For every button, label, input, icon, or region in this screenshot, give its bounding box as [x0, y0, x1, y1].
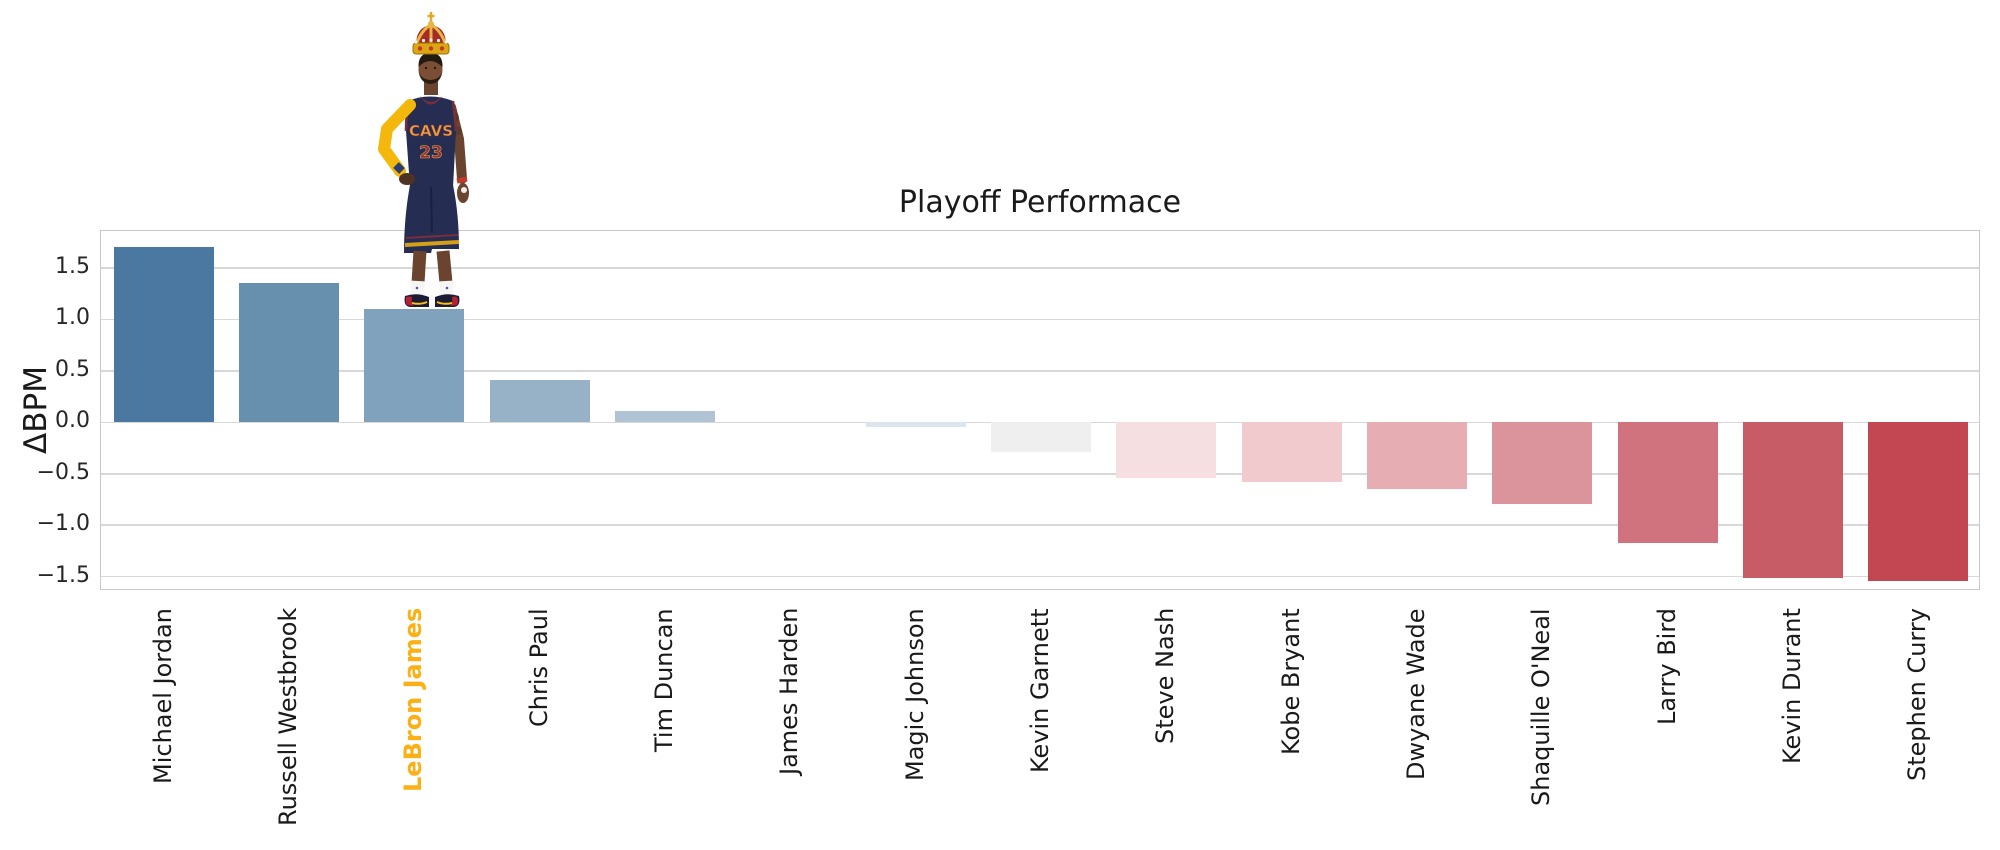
- gridline--0.5: [101, 472, 1979, 475]
- xtick-label-stephen-curry: Stephen Curry: [1903, 608, 1932, 781]
- gridline--1: [101, 524, 1979, 526]
- xtick-label-kobe-bryant: Kobe Bryant: [1276, 608, 1305, 755]
- ytick-label-1.5: 1.5: [55, 254, 90, 280]
- figure-sleeve-arm: [378, 99, 416, 185]
- xtick-label-michael-jordan: Michael Jordan: [148, 608, 177, 784]
- xtick-label-james-harden: James Harden: [775, 607, 804, 775]
- bar-lebron-james: [364, 309, 465, 423]
- bar-magic-johnson: [865, 422, 966, 428]
- bar-stephen-curry: [1868, 422, 1969, 581]
- chart-title: Playoff Performace: [898, 185, 1182, 220]
- gridline-1: [101, 318, 1979, 321]
- jersey-number: 23: [419, 143, 443, 163]
- figure-jersey: CAVS 23: [404, 96, 458, 187]
- ytick-label-1: 1.0: [55, 305, 90, 331]
- xtick-label-tim-duncan: Tim Duncan: [650, 608, 678, 752]
- bar-kobe-bryant: [1241, 422, 1342, 482]
- bar-kevin-durant: [1743, 422, 1843, 578]
- figure-legs: [410, 250, 454, 299]
- lebron-crowned-figure: CAVS 23: [378, 12, 469, 307]
- ytick-label--0.5: −0.5: [36, 459, 90, 485]
- xtick-label-magic-johnson: Magic Johnson: [900, 608, 929, 781]
- bar-steve-nash: [1116, 422, 1217, 478]
- bar-tim-duncan: [615, 411, 715, 423]
- bar-larry-bird: [1617, 422, 1718, 543]
- xtick-label-chris-paul: Chris Paul: [524, 608, 553, 727]
- gridline--1.5: [101, 575, 1979, 578]
- bar-kevin-garnett: [991, 422, 1091, 453]
- figure-head: [418, 53, 443, 95]
- bar-russell-westbrook: [239, 283, 339, 423]
- xtick-label-shaquille-o-neal: Shaquille O'Neal: [1527, 608, 1556, 806]
- figure-right-arm: [446, 102, 469, 203]
- gridline-0.5: [101, 370, 1979, 372]
- crown-icon: [412, 12, 450, 55]
- bar-shaquille-o-neal: [1492, 422, 1593, 504]
- figure-shorts: [404, 185, 460, 253]
- xtick-label-russell-westbrook: Russell Westbrook: [274, 607, 302, 826]
- xtick-label-kevin-durant: Kevin Durant: [1778, 608, 1806, 764]
- ytick-label-0.5: 0.5: [55, 356, 90, 382]
- xtick-label-dwyane-wade: Dwyane Wade: [1402, 608, 1430, 780]
- xtick-label-lebron-james: LeBron James: [399, 607, 428, 792]
- gridline-0: [101, 421, 1979, 424]
- ytick-label--1: −1.0: [36, 511, 90, 537]
- bar-michael-jordan: [113, 247, 214, 423]
- jersey-text: CAVS: [409, 122, 453, 140]
- xtick-label-kevin-garnett: Kevin Garnett: [1026, 608, 1054, 773]
- bar-dwyane-wade: [1367, 422, 1467, 490]
- ytick-label--1.5: −1.5: [36, 562, 90, 588]
- gridline-1.5: [101, 267, 1979, 269]
- ytick-label-0: 0.0: [55, 408, 90, 434]
- bar-chris-paul: [489, 380, 590, 423]
- xtick-label-steve-nash: Steve Nash: [1151, 607, 1180, 744]
- figure-sneakers: [404, 294, 460, 307]
- xtick-label-larry-bird: Larry Bird: [1652, 607, 1681, 725]
